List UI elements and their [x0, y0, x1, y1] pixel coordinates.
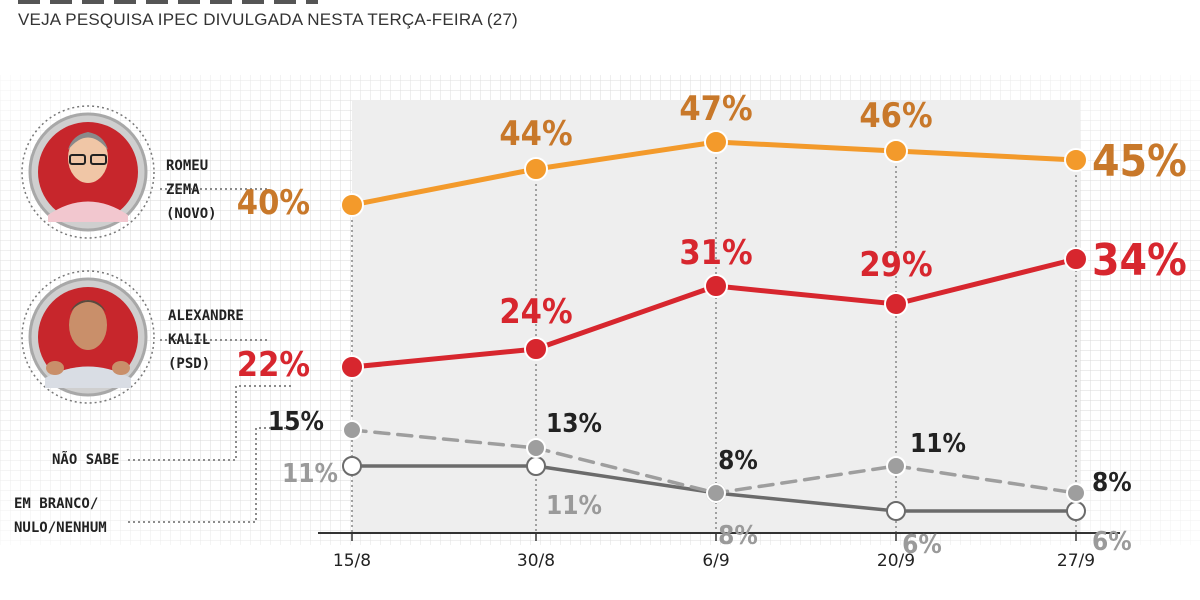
data-point-zema: [340, 193, 364, 217]
data-label-nao-sabe: 8%: [1092, 468, 1132, 498]
data-point-kalil: [524, 337, 548, 361]
data-point-nao-sabe: [342, 420, 362, 440]
data-label-kalil: 29%: [859, 245, 932, 285]
x-tick-label: 6/9: [702, 551, 729, 571]
data-point-nao-sabe: [1066, 483, 1086, 503]
data-point-kalil: [884, 292, 908, 316]
svg-text:EM BRANCO/: EM BRANCO/: [14, 496, 98, 512]
svg-text:(PSD): (PSD): [168, 356, 210, 372]
data-point-branco-nulo: [342, 456, 362, 476]
data-label-nao-sabe: 11%: [910, 429, 966, 459]
data-label-branco-nulo: 11%: [546, 491, 602, 521]
label-em-branco: EM BRANCO/ NULO/NENHUM: [14, 427, 292, 536]
romeu-zema-photo: [21, 105, 155, 239]
data-point-zema: [884, 139, 908, 163]
data-label-zema: 45%: [1092, 136, 1187, 187]
x-tick-label: 15/8: [333, 551, 371, 571]
chart-subtitle: VEJA PESQUISA IPEC DIVULGADA NESTA TERÇA…: [18, 10, 518, 29]
svg-text:ROMEU: ROMEU: [166, 158, 208, 174]
data-label-zema: 44%: [499, 114, 572, 154]
svg-text:NULO/NENHUM: NULO/NENHUM: [14, 520, 107, 536]
data-point-kalil: [340, 355, 364, 379]
data-label-kalil: 34%: [1092, 235, 1187, 286]
value-labels: 11% 11% 8% 6% 6% 15% 13% 8% 11% 8% 22% 24% 31% 29% 34%…: [237, 89, 1187, 560]
data-label-zema: 40%: [237, 183, 310, 223]
svg-text:NÃO SABE: NÃO SABE: [52, 451, 119, 468]
label-romeu-zema: ROMEU ZEMA (NOVO): [160, 158, 268, 222]
data-label-branco-nulo: 6%: [902, 530, 942, 560]
svg-text:(NOVO): (NOVO): [166, 206, 217, 222]
label-alexandre-kalil: ALEXANDRE KALIL (PSD): [160, 308, 268, 372]
data-point-zema: [1064, 148, 1088, 172]
data-point-branco-nulo: [1066, 501, 1086, 521]
alexandre-kalil-photo: [21, 270, 155, 404]
x-tick-label: 20/9: [877, 551, 915, 571]
svg-text:ZEMA: ZEMA: [166, 182, 200, 198]
x-tick-label: 27/9: [1057, 551, 1095, 571]
data-label-nao-sabe: 15%: [268, 407, 324, 437]
svg-text:ALEXANDRE: ALEXANDRE: [168, 308, 244, 324]
data-point-nao-sabe: [886, 456, 906, 476]
data-point-kalil: [704, 274, 728, 298]
data-point-zema: [524, 157, 548, 181]
data-label-kalil: 24%: [499, 292, 572, 332]
data-label-nao-sabe: 13%: [546, 409, 602, 439]
label-nao-sabe: NÃO SABE: [52, 385, 292, 468]
data-label-zema: 47%: [679, 89, 752, 129]
data-point-nao-sabe: [706, 483, 726, 503]
data-label-branco-nulo: 11%: [282, 459, 338, 489]
data-label-branco-nulo: 6%: [1092, 527, 1132, 557]
series-layer: [340, 130, 1088, 521]
svg-text:KALIL: KALIL: [168, 332, 210, 348]
data-label-kalil: 22%: [237, 345, 310, 385]
x-tick-label: 30/8: [517, 551, 555, 571]
data-point-zema: [704, 130, 728, 154]
data-label-zema: 46%: [859, 96, 932, 136]
data-label-nao-sabe: 8%: [718, 446, 758, 476]
x-axis-ticks: 15/8 30/8 6/9 20/9 27/9: [333, 533, 1095, 571]
data-point-branco-nulo: [886, 501, 906, 521]
data-point-nao-sabe: [526, 438, 546, 458]
data-point-branco-nulo: [526, 456, 546, 476]
data-point-kalil: [1064, 247, 1088, 271]
data-label-kalil: 31%: [679, 233, 752, 273]
data-label-branco-nulo: 8%: [718, 521, 758, 551]
header-decoration-strip: [18, 0, 318, 4]
